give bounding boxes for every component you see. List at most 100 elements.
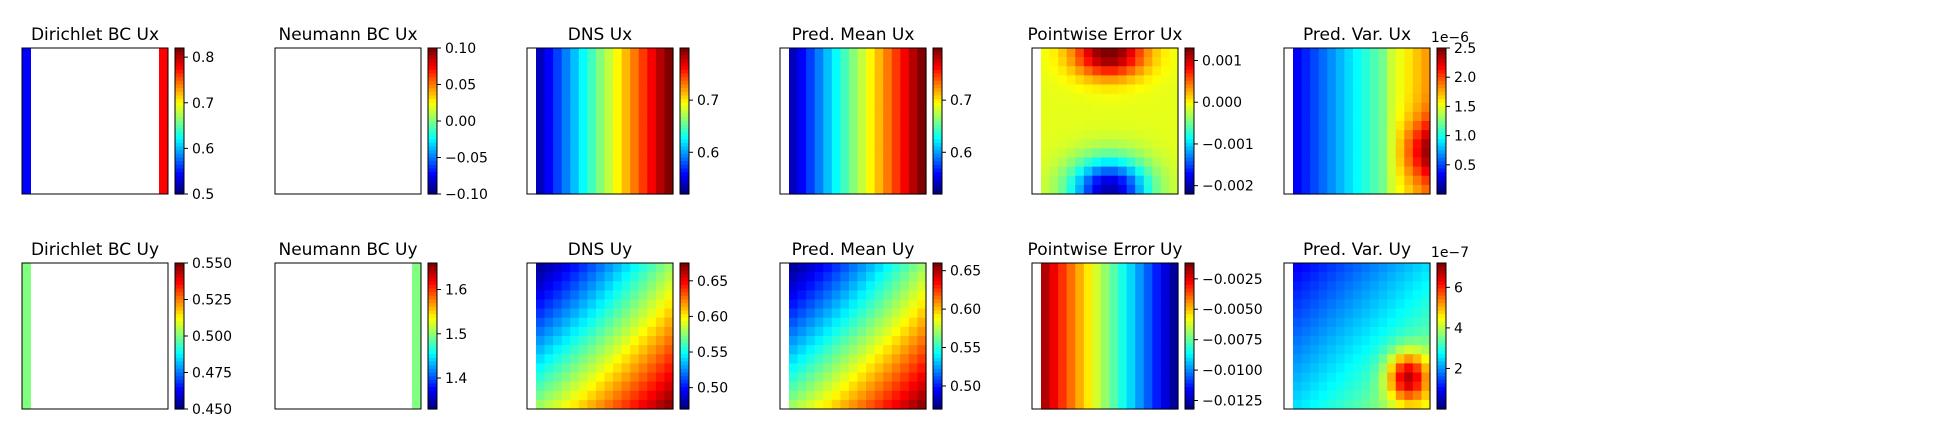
heatmap-cell [1143, 121, 1153, 131]
heatmap-cell [587, 317, 597, 328]
heatmap-cell [544, 381, 554, 392]
colorbar-segment [175, 303, 184, 308]
colorbar-tick-label: −0.10 [445, 187, 488, 203]
heatmap-cell [797, 93, 807, 104]
heatmap-cell [1160, 111, 1171, 122]
heatmap-cell [1100, 272, 1111, 282]
heatmap-cell [1049, 326, 1059, 337]
heatmap-cell [1169, 148, 1179, 159]
heatmap-cell [655, 345, 666, 355]
heatmap-cell [664, 148, 674, 159]
heatmap-cell [1327, 372, 1337, 383]
colorbar-segment [1437, 277, 1446, 282]
heatmap-cell [1041, 290, 1051, 301]
colorbar-segment [680, 292, 689, 297]
heatmap-cell [831, 84, 841, 95]
panel-title: Pred. Mean Ux [792, 25, 915, 45]
heatmap-cell [664, 336, 674, 346]
colorbar-segment [428, 113, 437, 118]
heatmap-cell [536, 281, 546, 291]
heatmap-cell [613, 372, 623, 383]
heatmap-cell [647, 272, 657, 282]
heatmap-cell [891, 66, 901, 76]
plot-frame [779, 47, 927, 195]
heatmap-cell [664, 121, 674, 131]
heatmap-cell [544, 336, 554, 346]
colorbar-segment [933, 339, 942, 344]
colorbar-segment [428, 365, 437, 370]
colorbar-segment [1185, 175, 1194, 180]
heatmap-cell [1370, 399, 1380, 410]
colorbar-frame [932, 47, 943, 195]
heatmap-cell [595, 372, 606, 383]
heatmap-cell [1143, 75, 1153, 86]
colorbar-segment [933, 325, 942, 330]
heatmap-cell [1058, 272, 1068, 282]
plot-frame [21, 262, 169, 410]
heatmap-cell [1378, 66, 1388, 76]
heatmap-cell [536, 299, 546, 310]
heatmap-cell [1049, 111, 1059, 122]
heatmap-cell [908, 308, 919, 319]
colorbar-segment [1185, 368, 1194, 374]
heatmap-cell [1421, 399, 1431, 410]
heatmap-cell [536, 390, 546, 401]
heatmap-cell [1412, 48, 1423, 58]
colorbar-segment [1437, 190, 1446, 195]
heatmap-cell [917, 175, 927, 186]
heatmap-cell [561, 399, 571, 410]
heatmap-cell [1169, 157, 1179, 168]
heatmap-cell [544, 139, 554, 149]
heatmap-cell [1092, 308, 1102, 319]
heatmap-cell [814, 84, 824, 95]
heatmap-cell [891, 166, 901, 177]
heatmap-cell [1126, 66, 1136, 76]
heatmap-cell [891, 93, 901, 104]
heatmap-cell [806, 121, 816, 131]
colorbar-segment [1437, 310, 1446, 315]
heatmap-cell [848, 184, 859, 195]
heatmap-cell [1049, 121, 1059, 131]
heatmap-cell [1075, 317, 1085, 328]
heatmap-cell [544, 272, 554, 282]
heatmap-cell [587, 84, 597, 95]
heatmap-cell [797, 263, 807, 273]
heatmap-cell [823, 399, 833, 410]
heatmap-cell [900, 111, 910, 122]
heatmap-cell [797, 175, 807, 186]
heatmap-cell [553, 148, 563, 159]
heatmap-cell [891, 272, 901, 282]
heatmap-cell [1083, 372, 1093, 383]
colorbar-segment [933, 314, 942, 319]
heatmap-cell [840, 372, 850, 383]
heatmap-cell [1092, 102, 1102, 113]
heatmap-cell [578, 102, 588, 113]
heatmap-cell [1143, 66, 1153, 76]
heatmap-cell [1126, 390, 1136, 401]
colorbar-tick-label: 0.450 [192, 402, 232, 418]
heatmap-cell [578, 84, 588, 95]
colorbar-segment [680, 325, 689, 330]
colorbar-segment [680, 164, 689, 170]
heatmap-cell [866, 263, 876, 273]
heatmap-cell [1404, 317, 1414, 328]
heatmap-cell [1143, 354, 1153, 364]
heatmap-cell [561, 345, 571, 355]
colorbar-segment [428, 69, 437, 75]
heatmap-cell [1041, 57, 1051, 67]
heatmap-cell [1109, 399, 1119, 410]
heatmap-cell [561, 139, 571, 149]
heatmap-cell [1058, 184, 1068, 195]
heatmap-cell [1143, 184, 1153, 195]
heatmap-cell [1041, 93, 1051, 104]
heatmap-cell [831, 354, 841, 364]
heatmap-cell [536, 308, 546, 319]
heatmap-cell [857, 157, 867, 168]
heatmap-cell [831, 157, 841, 168]
heatmap-cell [1361, 263, 1371, 273]
heatmap-cell [1293, 317, 1303, 328]
heatmap-cell [1049, 354, 1059, 364]
heatmap-cell [1395, 272, 1405, 282]
heatmap-cell [595, 345, 606, 355]
heatmap-cell [900, 308, 910, 319]
